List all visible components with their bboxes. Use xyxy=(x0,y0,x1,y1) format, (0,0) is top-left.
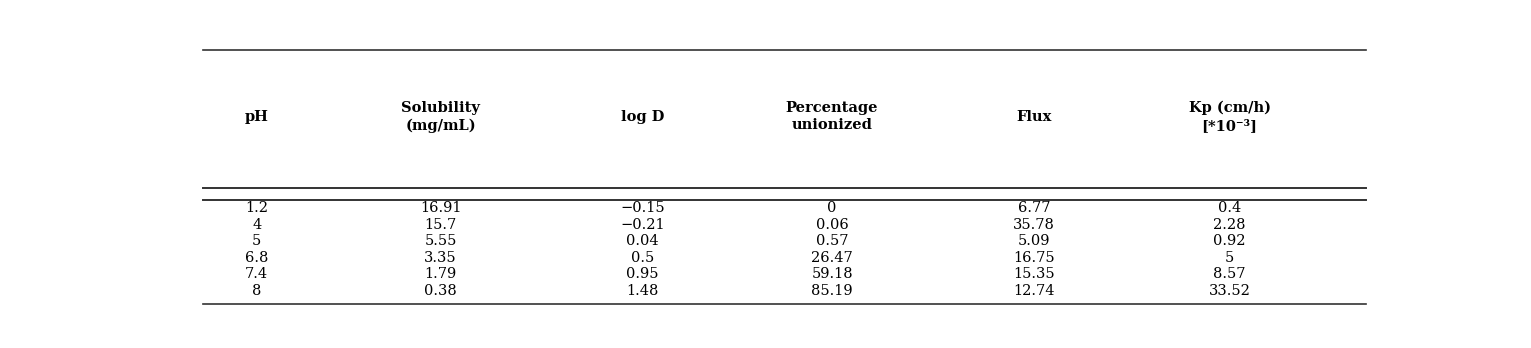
Text: 6.8: 6.8 xyxy=(245,251,268,265)
Text: 0.04: 0.04 xyxy=(626,234,658,248)
Text: 6.77: 6.77 xyxy=(1018,201,1050,215)
Text: 5: 5 xyxy=(253,234,262,248)
Text: 0.38: 0.38 xyxy=(424,284,456,298)
Text: 0.4: 0.4 xyxy=(1219,201,1242,215)
Text: Solubility
(mg/mL): Solubility (mg/mL) xyxy=(401,101,481,133)
Text: 3.35: 3.35 xyxy=(424,251,456,265)
Text: 16.91: 16.91 xyxy=(419,201,461,215)
Text: 0.92: 0.92 xyxy=(1214,234,1246,248)
Text: 8: 8 xyxy=(253,284,262,298)
Text: pH: pH xyxy=(245,110,268,124)
Text: −0.15: −0.15 xyxy=(620,201,664,215)
Text: 26.47: 26.47 xyxy=(811,251,853,265)
Text: 59.18: 59.18 xyxy=(811,267,853,281)
Text: 0.5: 0.5 xyxy=(631,251,654,265)
Text: 7.4: 7.4 xyxy=(245,267,268,281)
Text: 0.06: 0.06 xyxy=(816,218,848,231)
Text: 5.55: 5.55 xyxy=(424,234,456,248)
Text: −0.21: −0.21 xyxy=(620,218,664,231)
Text: 15.7: 15.7 xyxy=(424,218,456,231)
Text: 5: 5 xyxy=(1225,251,1234,265)
Text: 2.28: 2.28 xyxy=(1214,218,1246,231)
Text: 0.57: 0.57 xyxy=(816,234,848,248)
Text: 85.19: 85.19 xyxy=(811,284,853,298)
Text: Flux: Flux xyxy=(1017,110,1052,124)
Text: 8.57: 8.57 xyxy=(1214,267,1246,281)
Text: 4: 4 xyxy=(253,218,262,231)
Text: 35.78: 35.78 xyxy=(1014,218,1055,231)
Text: 15.35: 15.35 xyxy=(1014,267,1055,281)
Text: 12.74: 12.74 xyxy=(1014,284,1055,298)
Text: 1.79: 1.79 xyxy=(424,267,456,281)
Text: 16.75: 16.75 xyxy=(1014,251,1055,265)
Text: 33.52: 33.52 xyxy=(1208,284,1251,298)
Text: 5.09: 5.09 xyxy=(1018,234,1050,248)
Text: 0: 0 xyxy=(827,201,837,215)
Text: 1.2: 1.2 xyxy=(245,201,268,215)
Text: Kp (cm/h)
[*10⁻³]: Kp (cm/h) [*10⁻³] xyxy=(1188,101,1271,133)
Text: log D: log D xyxy=(620,110,664,124)
Text: 0.95: 0.95 xyxy=(626,267,658,281)
Text: 1.48: 1.48 xyxy=(626,284,658,298)
Text: Percentage
unionized: Percentage unionized xyxy=(785,101,879,133)
